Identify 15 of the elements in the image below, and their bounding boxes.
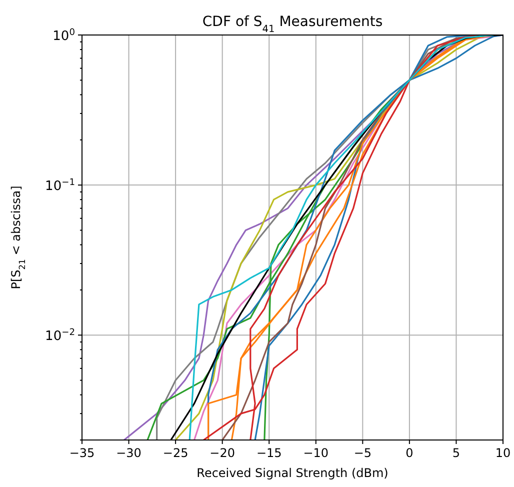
x-tick-label: 0 — [406, 446, 414, 460]
x-tick-label: −15 — [256, 446, 282, 460]
y-tick-label: 10$^{0}$ — [52, 28, 76, 44]
x-tick-label: 5 — [452, 446, 460, 460]
x-tick-label: 10 — [495, 446, 511, 460]
y-tick-label: 10$^{−2}$ — [45, 328, 75, 344]
chart-title: CDF of S$_{41}$ Measurements — [202, 14, 383, 34]
y-tick-label: 10$^{−1}$ — [45, 178, 75, 194]
x-axis-title: Received Signal Strength (dBm) — [196, 466, 388, 480]
x-tick-label: −30 — [116, 446, 142, 460]
x-tick-label: −5 — [354, 446, 372, 460]
x-tick-label: −25 — [162, 446, 188, 460]
x-tick-label: −35 — [69, 446, 95, 460]
x-tick-label: −10 — [303, 446, 329, 460]
x-tick-label: −20 — [210, 446, 235, 460]
